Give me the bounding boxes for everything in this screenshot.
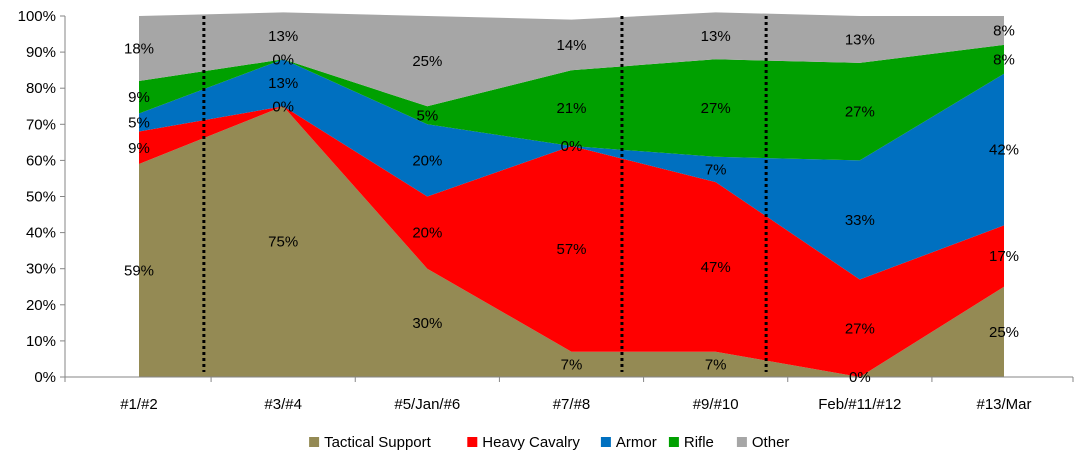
- data-label: 14%: [556, 37, 586, 54]
- x-tick-label: Feb/#11/#12: [818, 396, 901, 413]
- data-label: 7%: [705, 161, 727, 178]
- x-tick-label: #1/#2: [120, 396, 158, 413]
- area-armor: [139, 59, 1004, 280]
- legend-swatch-rifle: [668, 437, 679, 447]
- x-tick-label: #9/#10: [693, 396, 739, 413]
- y-tick-label: 0%: [34, 369, 56, 386]
- area-layers: [139, 12, 1004, 378]
- y-tick-label: 60%: [26, 152, 56, 169]
- legend-label-tactical-support: Tactical Support: [324, 434, 432, 451]
- legend-label-other: Other: [752, 434, 790, 451]
- area-heavy-cavalry: [139, 106, 1004, 378]
- data-label: 13%: [268, 75, 298, 92]
- data-label: 0%: [272, 51, 294, 68]
- legend-label-rifle: Rifle: [684, 434, 714, 451]
- data-label: 30%: [412, 315, 442, 332]
- legend-swatch-tactical-support: [309, 437, 320, 447]
- data-label: 7%: [705, 356, 727, 373]
- data-label: 17%: [989, 248, 1019, 265]
- legend-label-armor: Armor: [616, 434, 657, 451]
- axes: 0% 10% 20% 30% 40% 50% 60% 70% 80% 90% 100% #1/#2 #3…: [18, 8, 1074, 413]
- data-label: 20%: [412, 225, 442, 242]
- data-label: 8%: [993, 22, 1015, 39]
- data-label: 0%: [561, 138, 583, 155]
- data-label: 33%: [845, 212, 875, 229]
- data-label: 59%: [124, 263, 154, 280]
- data-label: 9%: [128, 89, 150, 106]
- data-label: 8%: [993, 51, 1015, 68]
- data-label: 25%: [989, 324, 1019, 341]
- x-tick-label: #13/Mar: [976, 396, 1031, 413]
- data-label: 27%: [701, 100, 731, 117]
- data-label: 18%: [124, 40, 154, 57]
- divider-lines: [202, 16, 768, 372]
- data-label: 0%: [849, 369, 871, 386]
- data-label: 0%: [272, 98, 294, 115]
- data-label: 20%: [412, 152, 442, 169]
- y-tick-label: 40%: [26, 225, 56, 242]
- area-rifle: [139, 44, 1004, 161]
- data-label: 75%: [268, 234, 298, 251]
- data-label: 21%: [556, 100, 586, 117]
- data-label: 25%: [412, 53, 442, 70]
- y-tick-label: 50%: [26, 189, 56, 206]
- data-label: 27%: [845, 104, 875, 121]
- legend-swatch-other: [736, 437, 747, 447]
- data-label: 13%: [268, 28, 298, 45]
- legend: Tactical Support Heavy Cavalry Armor Rifle O…: [309, 434, 789, 451]
- data-label: 9%: [128, 140, 150, 157]
- x-tick-label: #7/#8: [553, 396, 591, 413]
- y-tick-label: 80%: [26, 80, 56, 97]
- data-labels: 59% 75% 30% 7% 7% 0% 25% 9% 0% 20% 57% 47% 27% 17% 5% 1…: [124, 22, 1019, 386]
- data-label: 7%: [561, 356, 583, 373]
- legend-label-heavy-cavalry: Heavy Cavalry: [482, 434, 580, 451]
- y-tick-label: 90%: [26, 44, 56, 61]
- area-other: [139, 12, 1004, 107]
- data-label: 5%: [128, 114, 150, 131]
- y-tick-label: 30%: [26, 261, 56, 278]
- data-label: 27%: [845, 320, 875, 337]
- data-label: 13%: [701, 28, 731, 45]
- data-label: 5%: [416, 107, 438, 124]
- y-tick-label: 10%: [26, 333, 56, 350]
- y-tick-label: 20%: [26, 297, 56, 314]
- legend-swatch-armor: [600, 437, 611, 447]
- x-tick-label: #5/Jan/#6: [394, 396, 460, 413]
- y-tick-label: 100%: [18, 8, 56, 25]
- data-label: 47%: [701, 259, 731, 276]
- y-tick-label: 70%: [26, 116, 56, 133]
- x-tick-label: #3/#4: [264, 396, 302, 413]
- data-label: 42%: [989, 142, 1019, 159]
- legend-swatch-heavy-cavalry: [467, 437, 478, 447]
- data-label: 13%: [845, 31, 875, 48]
- data-label: 57%: [556, 241, 586, 258]
- area-tactical-support: [139, 106, 1004, 378]
